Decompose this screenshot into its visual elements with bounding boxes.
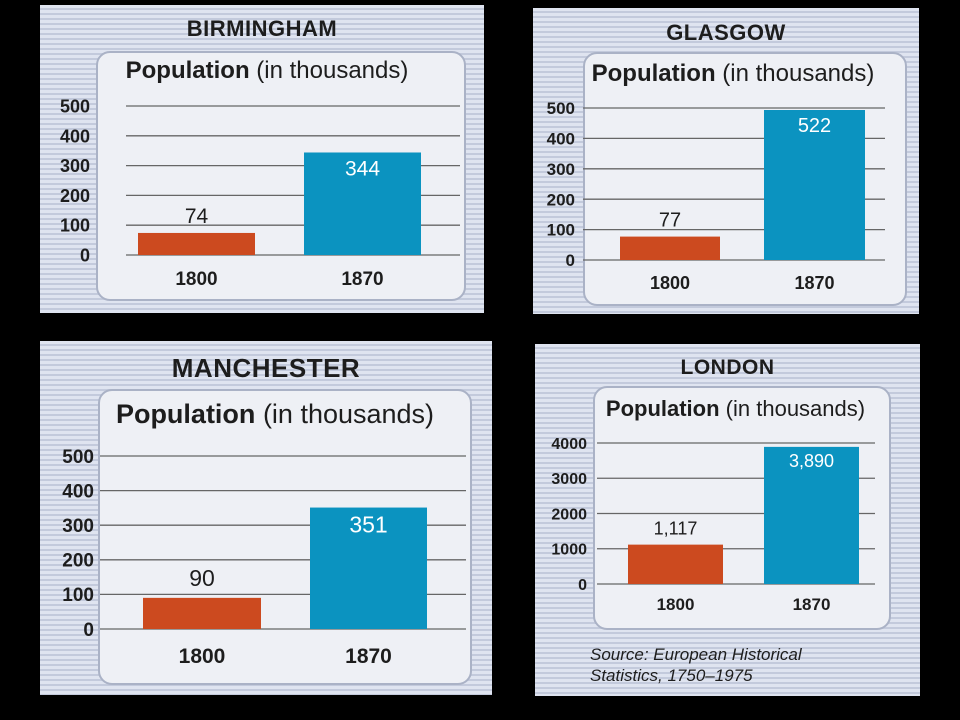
y-tick-label: 400: [547, 130, 575, 149]
x-tick-label: 1870: [341, 269, 383, 290]
y-tick-label: 200: [62, 551, 94, 572]
london-panel: LONDON Population (in thousands) 0 1000 20…: [535, 344, 920, 696]
y-tick-label: 300: [60, 156, 90, 176]
bar-chart: 0 1000 2000 3000 4000 1,117 1800 3,890 1870: [551, 436, 875, 614]
y-tick-label: 0: [83, 620, 94, 641]
city-name: LONDON: [680, 356, 775, 379]
header-word: Population: [605, 396, 720, 421]
bar-1870: [764, 110, 865, 260]
header-unit: (in thousands): [722, 60, 875, 87]
y-tick-label: 500: [547, 99, 575, 118]
source-line-2: Statistics, 1750–1975: [590, 666, 753, 685]
bar-chart: 0 100 200 300 400 500 74 1800 344 1870: [60, 96, 460, 290]
glasgow-panel: GLASGOW Population (in thousands) 0 100 20…: [533, 8, 919, 314]
city-name: MANCHESTER: [171, 353, 361, 383]
city-name: GLASGOW: [666, 20, 786, 45]
x-tick-label: 1800: [179, 645, 226, 668]
y-tick-label: 300: [62, 516, 94, 537]
bar-1800: [143, 597, 261, 629]
data-label: 90: [189, 565, 215, 591]
data-label: 344: [345, 157, 380, 180]
data-label: 77: [659, 210, 681, 232]
bar-1800: [620, 236, 720, 260]
chart-header: Population (in thousands): [533, 60, 919, 88]
bar-1800: [628, 544, 723, 584]
x-tick-label: 1800: [657, 595, 695, 614]
data-label: 522: [798, 115, 831, 137]
source-line-1: Source: European Historical: [590, 645, 802, 664]
bar-1800: [138, 232, 255, 255]
header-word: Population: [125, 57, 250, 84]
x-tick-label: 1870: [794, 273, 834, 293]
y-tick-label: 200: [547, 190, 575, 209]
data-label: 74: [185, 205, 209, 228]
y-tick-label: 100: [60, 216, 90, 236]
chart-card: [583, 52, 907, 306]
y-tick-label: 3000: [551, 471, 587, 488]
data-label: 351: [349, 512, 387, 538]
y-tick-label: 500: [60, 96, 90, 116]
data-label: 1,117: [654, 519, 698, 539]
y-tick-label: 400: [60, 126, 90, 146]
x-tick-label: 1870: [793, 595, 831, 614]
header-word: Population: [591, 60, 716, 87]
manchester-panel: MANCHESTER Population (in thousands) 0 10…: [40, 341, 492, 695]
city-name: BIRMINGHAM: [186, 16, 338, 41]
x-tick-label: 1800: [175, 269, 217, 290]
data-label: 3,890: [789, 451, 834, 471]
y-tick-label: 0: [80, 245, 90, 265]
bar-1870: [764, 446, 859, 584]
y-tick-label: 2000: [551, 506, 587, 523]
header-word: Population: [115, 399, 256, 429]
header-unit: (in thousands): [725, 396, 866, 421]
y-tick-label: 400: [62, 481, 94, 502]
y-tick-label: 100: [62, 585, 94, 606]
header-unit: (in thousands): [256, 57, 409, 84]
bar-chart: 0 100 200 300 400 500 90 1800 351 1870: [62, 447, 466, 668]
bar-1870: [304, 152, 421, 255]
y-tick-label: 300: [547, 160, 575, 179]
chart-header: Population (in thousands): [40, 57, 484, 85]
header-unit: (in thousands): [262, 399, 435, 429]
y-tick-label: 100: [547, 221, 575, 240]
y-tick-label: 0: [578, 577, 587, 594]
y-tick-label: 1000: [551, 542, 587, 559]
y-tick-label: 200: [60, 186, 90, 206]
bar-chart: 0 100 200 300 400 500 77 1800 522 1870: [547, 99, 885, 293]
birmingham-panel: BIRMINGHAM Population (in thousands) 0 10…: [40, 5, 484, 313]
chart-header: Population (in thousands): [535, 396, 920, 422]
x-tick-label: 1800: [650, 273, 690, 293]
y-tick-label: 4000: [551, 436, 587, 453]
chart-header: Population (in thousands): [40, 399, 492, 430]
y-tick-label: 0: [566, 251, 575, 270]
y-tick-label: 500: [62, 447, 94, 468]
bar-1870: [310, 507, 427, 629]
x-tick-label: 1870: [345, 645, 392, 668]
source-note: Source: European Historical Statistics, …: [590, 644, 802, 686]
